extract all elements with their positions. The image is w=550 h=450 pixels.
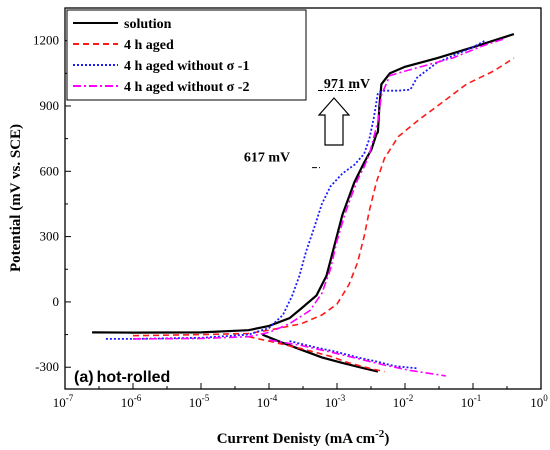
x-tick-base: 10 bbox=[189, 395, 202, 410]
x-tick-exp: -2 bbox=[406, 393, 414, 403]
x-tick-label: 10-3 bbox=[325, 393, 346, 410]
x-tick-base: 10 bbox=[121, 395, 134, 410]
x-axis-title-close: ) bbox=[384, 431, 389, 447]
x-tick-label: 10-5 bbox=[189, 393, 210, 410]
x-tick-base: 10 bbox=[393, 395, 406, 410]
legend-label: 4 h aged without σ -2 bbox=[124, 80, 249, 95]
x-tick-base: 10 bbox=[257, 395, 270, 410]
x-tick-label: 10-4 bbox=[257, 393, 278, 410]
x-tick-base: 10 bbox=[325, 395, 338, 410]
panel-label-letter: (a) bbox=[74, 369, 94, 386]
y-tick-label: 300 bbox=[40, 229, 60, 244]
series-line bbox=[248, 335, 385, 373]
annotation-971mv: 971 mV bbox=[324, 77, 370, 92]
x-tick-base: 10 bbox=[53, 395, 66, 410]
x-tick-exp: -1 bbox=[474, 393, 482, 403]
y-tick-label: 600 bbox=[40, 163, 60, 178]
x-tick-label: 10-7 bbox=[53, 393, 74, 410]
x-tick-base: 10 bbox=[461, 395, 474, 410]
series-line bbox=[268, 339, 447, 377]
axis-ticks: 10-7 10-6 10-5 10-4 10-3 10-2 10-1 100-30003006… bbox=[33, 33, 548, 410]
x-axis-title: Current Denisty (mA cm-2) bbox=[217, 428, 390, 447]
panel-label: (a) hot-rolled bbox=[74, 369, 170, 386]
x-tick-exp: -3 bbox=[338, 393, 346, 403]
series-layer bbox=[92, 33, 515, 377]
annotation-617mv: 617 mV bbox=[244, 151, 290, 166]
y-tick-label: -300 bbox=[35, 359, 59, 374]
x-tick-exp: -7 bbox=[66, 393, 74, 403]
y-tick-label: 1200 bbox=[33, 33, 59, 48]
series-line bbox=[92, 33, 515, 334]
x-tick-exp: -6 bbox=[134, 393, 142, 403]
y-tick-label: 0 bbox=[53, 294, 60, 309]
series-line bbox=[105, 39, 486, 340]
x-tick-exp: 0 bbox=[543, 393, 548, 403]
legend: solution 4 h aged 4 h aged without σ -1 4 h… bbox=[66, 9, 307, 101]
series-line bbox=[132, 57, 515, 337]
annotation-layer: 971 mV 617 mV bbox=[244, 77, 370, 169]
y-tick-label: 900 bbox=[40, 98, 60, 113]
x-axis-title-exp: -2 bbox=[375, 428, 385, 440]
legend-label: solution bbox=[124, 17, 172, 32]
series-line bbox=[132, 37, 506, 340]
legend-label: 4 h aged bbox=[124, 38, 174, 53]
x-tick-exp: -4 bbox=[270, 393, 278, 403]
x-tick-label: 10-6 bbox=[121, 393, 142, 410]
x-tick-label: 10-2 bbox=[393, 393, 414, 410]
up-arrow-icon bbox=[317, 97, 351, 146]
x-tick-exp: -5 bbox=[202, 393, 210, 403]
x-tick-label: 10-1 bbox=[461, 393, 482, 410]
legend-label: 4 h aged without σ -1 bbox=[124, 59, 249, 74]
series-line bbox=[289, 340, 418, 370]
x-axis-title-main: Current Denisty (mA cm bbox=[217, 431, 376, 447]
panel-label-text: hot-rolled bbox=[97, 369, 171, 386]
x-tick-label: 100 bbox=[530, 393, 548, 410]
x-tick-base: 10 bbox=[530, 395, 543, 410]
y-axis-title: Potential (mV vs. SCE) bbox=[8, 124, 24, 272]
